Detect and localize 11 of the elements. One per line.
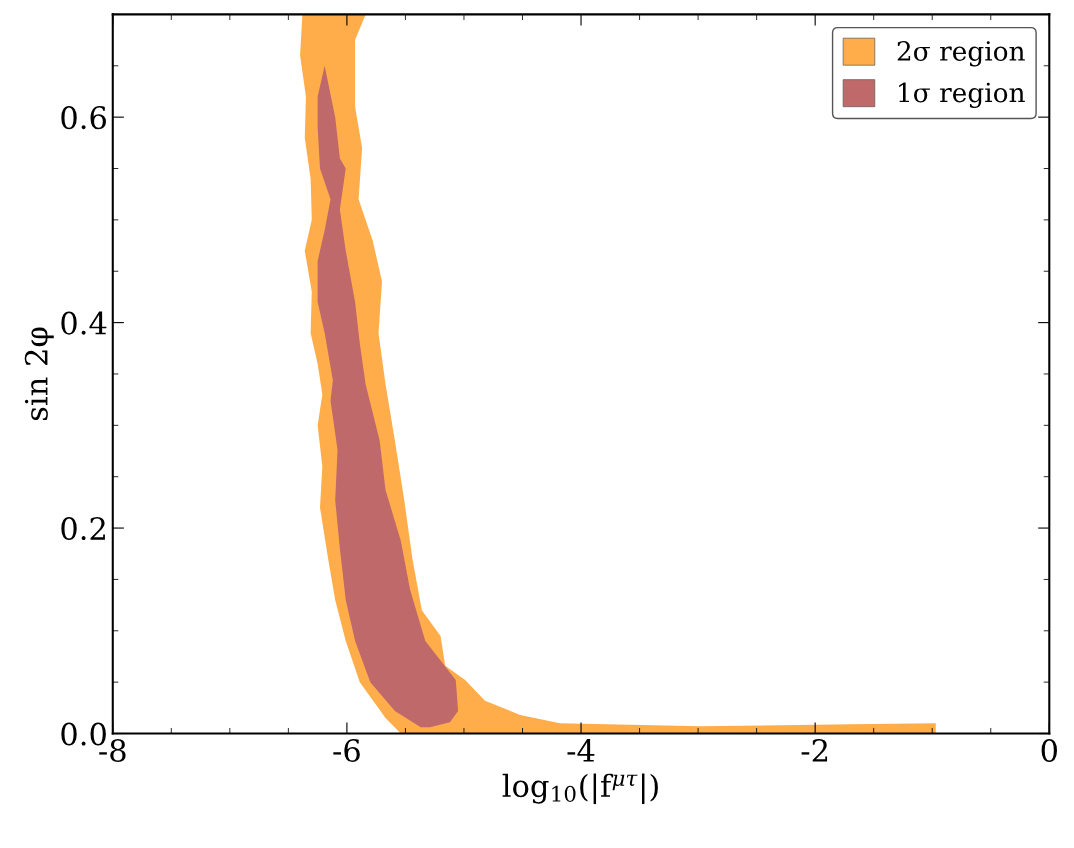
y-tick-label: 0.4 xyxy=(61,311,107,335)
x-axis-title: log$_{10}$(|f$^{μτ}$|) xyxy=(502,773,658,805)
y-tick-label: 0.6 xyxy=(61,106,106,130)
x-tick-label: 0 xyxy=(1041,738,1057,763)
y-axis-title: sin 2φ xyxy=(24,327,54,421)
y-tick-label: 0.2 xyxy=(61,516,105,541)
legend-label: 1σ region xyxy=(899,82,1025,108)
x-tick-label: -4 xyxy=(567,738,595,762)
x-tick-label: -2 xyxy=(801,738,828,762)
x-tick-label: -6 xyxy=(333,738,360,763)
legend-label: 2σ region xyxy=(897,41,1025,67)
